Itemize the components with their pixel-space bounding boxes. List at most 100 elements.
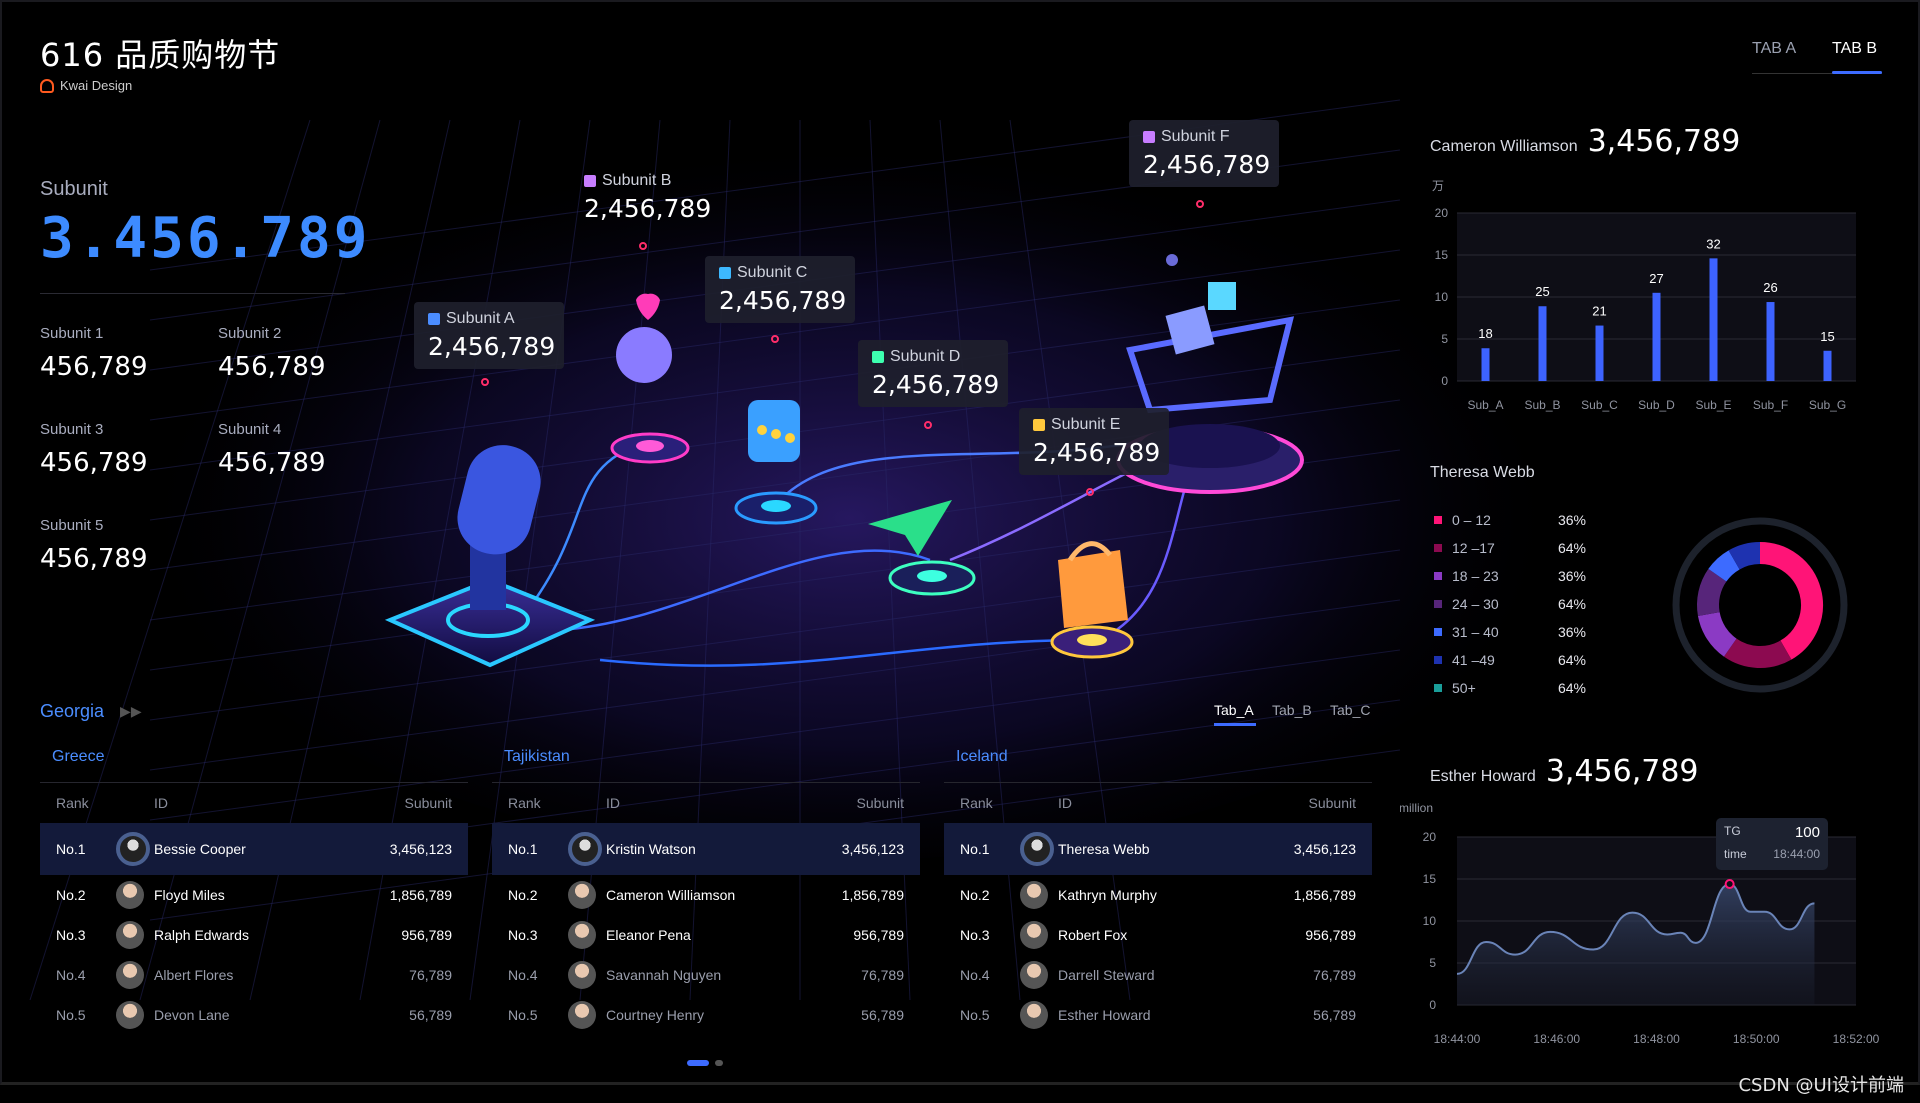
subunit-label-a[interactable]: Subunit A 2,456,789 — [414, 302, 564, 369]
donut-slice — [1697, 611, 1737, 657]
bar-value-label: 32 — [1706, 236, 1720, 251]
watermark: CSDN @UI设计前端 — [1738, 1075, 1904, 1096]
divider — [40, 293, 345, 294]
x-tick: Sub_F — [1753, 398, 1788, 412]
table-row[interactable]: No.5 Courtney Henry 56,789 — [492, 995, 920, 1035]
bar-value-label: 21 — [1592, 304, 1606, 319]
table-row[interactable]: No.4 Savannah Nguyen 76,789 — [492, 955, 920, 995]
ranking-table: Greece Rank ID Subunit No.1 Bessie Cooper 3,45… — [40, 748, 468, 1035]
heart-hand-icon — [584, 175, 596, 187]
x-tick: Sub_G — [1809, 398, 1846, 412]
series-line — [1456, 883, 1815, 975]
scene-tab-indicator — [1214, 723, 1256, 726]
legend-swatch — [1434, 656, 1442, 664]
y-tick: 15 — [1423, 872, 1437, 886]
chat-platform — [734, 400, 818, 525]
ranking-table: Tajikistan Rank ID Subunit No.1 Kristin Watso… — [492, 748, 920, 1035]
kwai-logo-icon — [40, 78, 54, 93]
donut-slice — [1697, 568, 1727, 617]
x-tick: 18:50:00 — [1733, 1032, 1780, 1045]
tab-b[interactable]: TAB B — [1832, 40, 1878, 57]
bar-Sub_C — [1595, 325, 1604, 381]
table-row[interactable]: No.3 Eleanor Pena 956,789 — [492, 915, 920, 955]
x-tick: 18:46:00 — [1533, 1032, 1580, 1045]
page-dot-2[interactable] — [715, 1060, 723, 1066]
table-row[interactable]: No.4 Darrell Steward 76,789 — [944, 955, 1372, 995]
table-country[interactable]: Greece — [52, 748, 105, 765]
summary-value: 3.456.789 — [40, 206, 371, 271]
bar-Sub_G — [1823, 350, 1832, 381]
table-row[interactable]: No.5 Devon Lane 56,789 — [40, 995, 468, 1035]
table-country[interactable]: Tajikistan — [504, 748, 570, 765]
tab-a[interactable]: TAB A — [1752, 40, 1797, 57]
location-pin — [1196, 200, 1204, 208]
donut-title: Theresa Webb — [1430, 464, 1535, 481]
table-row[interactable]: No.1 Theresa Webb 3,456,123 — [944, 823, 1372, 875]
legend-item: 18 – 23 36% — [1434, 568, 1586, 584]
donut-slice — [1728, 542, 1761, 570]
table-header: Rank ID Subunit — [56, 795, 452, 811]
table-row[interactable]: No.2 Cameron Williamson 1,856,789 — [492, 875, 920, 915]
subunit-label-c[interactable]: Subunit C 2,456,789 — [705, 256, 855, 323]
donut-outer-ring — [1672, 517, 1848, 693]
table-row[interactable]: No.5 Esther Howard 56,789 — [944, 995, 1372, 1035]
donut-slice — [1708, 550, 1741, 582]
grid-line — [149, 649, 1401, 821]
subunit-label-b[interactable]: Subunit B 2,456,789 — [584, 172, 712, 223]
legend-swatch — [1434, 516, 1442, 524]
table-country[interactable]: Iceland — [956, 748, 1008, 765]
bar-value-label: 27 — [1649, 271, 1663, 286]
stat-value: 456,789 — [218, 352, 326, 382]
bag-icon — [1033, 419, 1045, 431]
scene-tab-a[interactable]: Tab_A — [1214, 702, 1254, 718]
x-tick: Sub_E — [1695, 398, 1731, 412]
table-row[interactable]: No.3 Robert Fox 956,789 — [944, 915, 1372, 955]
avatar — [1020, 881, 1048, 909]
table-header: Rank ID Subunit — [508, 795, 904, 811]
chat-icon — [719, 267, 731, 279]
avatar — [116, 881, 144, 909]
table-row[interactable]: No.4 Albert Flores 76,789 — [40, 955, 468, 995]
subunit-label-d[interactable]: Subunit D 2,456,789 — [858, 340, 1008, 407]
subunit-label-f[interactable]: Subunit F 2,456,789 — [1129, 120, 1279, 187]
table-row[interactable]: No.1 Kristin Watson 3,456,123 — [492, 823, 920, 875]
heart-platform — [610, 293, 690, 464]
location-pin — [771, 335, 779, 343]
legend-item: 31 – 40 36% — [1434, 624, 1586, 640]
legend-swatch — [1434, 628, 1442, 636]
subunit-label-e[interactable]: Subunit E 2,456,789 — [1019, 408, 1169, 475]
scene-tab-c[interactable]: Tab_C — [1330, 702, 1371, 718]
avatar — [568, 832, 602, 866]
avatar — [116, 961, 144, 989]
table-row[interactable]: No.2 Kathryn Murphy 1,856,789 — [944, 875, 1372, 915]
stat-label: Subunit 2 — [218, 325, 282, 342]
y-tick: 20 — [1435, 206, 1449, 220]
microphone-platform — [384, 445, 596, 668]
brand: Kwai Design — [40, 78, 132, 93]
table-row[interactable]: No.3 Ralph Edwards 956,789 — [40, 915, 468, 955]
stat-label: Subunit 1 — [40, 325, 104, 342]
y-tick: 5 — [1429, 956, 1436, 970]
y-tick: 0 — [1429, 998, 1436, 1012]
grid-line — [149, 499, 1401, 671]
fast-forward-icon[interactable]: ▶▶ — [120, 703, 142, 719]
ranking-title[interactable]: Georgia ▶▶ — [40, 701, 142, 721]
stat-value: 456,789 — [218, 448, 326, 478]
donut-slice — [1759, 542, 1823, 660]
bar-value-label: 18 — [1478, 326, 1492, 341]
x-tick: 18:52:00 — [1833, 1032, 1880, 1045]
scene-tab-b[interactable]: Tab_B — [1272, 702, 1312, 718]
grid-line — [469, 119, 591, 1001]
stat-label: Subunit 4 — [218, 421, 282, 438]
avatar — [1020, 1001, 1048, 1029]
legend-swatch — [1434, 544, 1442, 552]
table-row[interactable]: No.1 Bessie Cooper 3,456,123 — [40, 823, 468, 875]
x-tick: 18:44:00 — [1434, 1032, 1481, 1045]
line-chart-header: Esther Howard 3,456,789 — [1430, 754, 1699, 789]
avatar — [1020, 832, 1054, 866]
stat-item: Subunit 2 456,789 — [218, 325, 326, 382]
grid-line — [149, 599, 1401, 771]
table-row[interactable]: No.2 Floyd Miles 1,856,789 — [40, 875, 468, 915]
bar-Sub_F — [1766, 302, 1775, 381]
page-dot-1[interactable] — [687, 1060, 709, 1066]
